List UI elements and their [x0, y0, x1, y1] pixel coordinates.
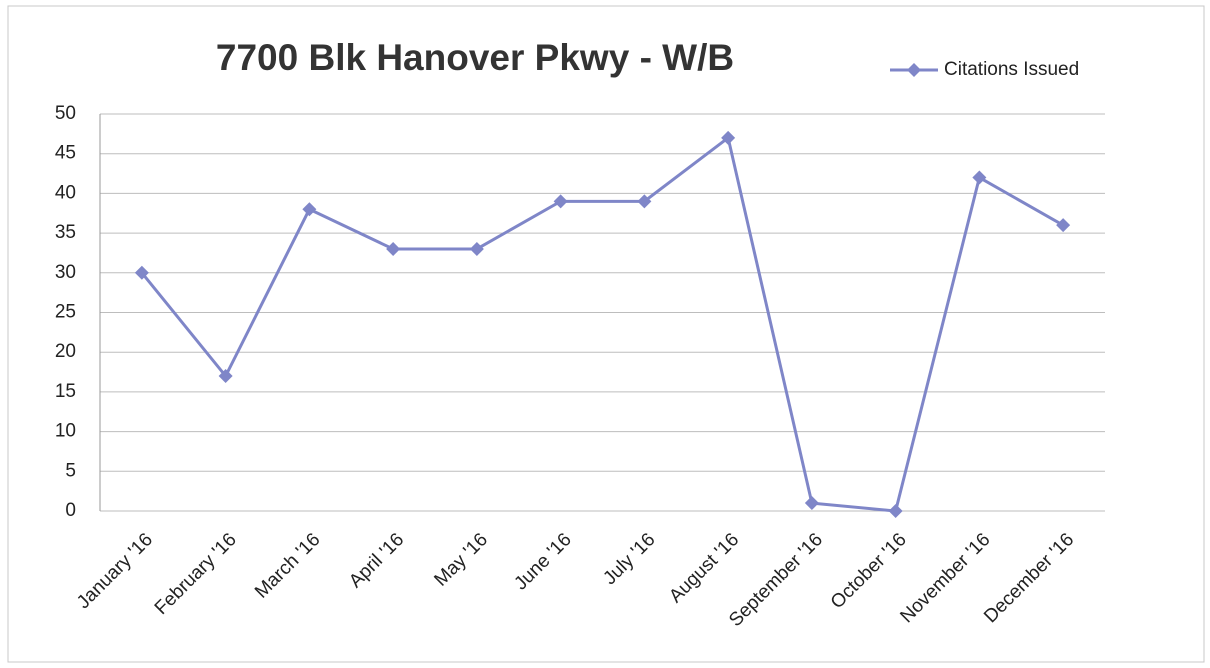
y-tick-label: 5	[65, 460, 76, 481]
y-tick-label: 25	[55, 302, 76, 323]
point-marker	[302, 202, 317, 217]
point-marker	[888, 504, 903, 518]
y-tick-label: 15	[55, 381, 76, 402]
y-tick-label: 35	[55, 222, 76, 243]
point-marker	[386, 241, 401, 256]
y-tick-label: 20	[55, 341, 76, 362]
x-tick-label: August '16	[665, 529, 743, 607]
y-tick-label: 10	[55, 421, 76, 442]
x-tick-label: October '16	[827, 529, 911, 613]
x-tick-label: May '16	[430, 529, 491, 590]
legend-label: Citations Issued	[944, 59, 1079, 80]
point-marker	[1056, 218, 1071, 233]
x-tick-label: July '16	[599, 529, 659, 589]
y-tick-label: 45	[55, 143, 76, 164]
x-tick-label: January '16	[73, 529, 157, 613]
point-marker	[469, 241, 484, 256]
x-tick-label: June '16	[510, 529, 575, 594]
y-tick-label: 50	[55, 103, 76, 124]
chart-title: 7700 Blk Hanover Pkwy - W/B	[216, 37, 734, 78]
point-marker	[134, 265, 149, 280]
x-tick-label: February '16	[151, 529, 241, 619]
y-tick-label: 0	[65, 500, 76, 521]
chart-frame	[7, 5, 1205, 663]
x-tick-label: December '16	[980, 529, 1078, 627]
point-marker	[972, 170, 987, 185]
point-marker	[637, 194, 652, 209]
series-line	[140, 135, 1064, 513]
x-tick-label: April '16	[345, 529, 408, 592]
point-marker	[218, 369, 233, 384]
y-tick-label: 30	[55, 262, 76, 283]
point-marker	[721, 130, 736, 145]
x-tick-label: March '16	[251, 529, 324, 602]
point-marker	[553, 194, 568, 209]
legend-marker	[907, 63, 921, 77]
y-tick-label: 40	[55, 182, 76, 203]
point-marker	[804, 496, 819, 511]
